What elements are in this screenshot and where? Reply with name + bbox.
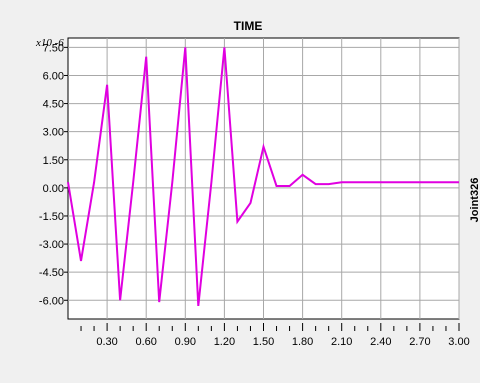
y-tick-label: -4.50 <box>39 267 64 279</box>
x-tick-label: 1.20 <box>214 336 235 348</box>
y-tick-label: -6.00 <box>39 295 64 307</box>
x-tick-label: 2.10 <box>331 336 352 348</box>
x-tick-label: 0.90 <box>175 336 196 348</box>
y-tick-label: 4.50 <box>43 99 64 111</box>
chart-title: TIME <box>234 19 263 33</box>
y-tick-label: 1.50 <box>43 155 64 167</box>
x-tick-label: 0.30 <box>96 336 117 348</box>
y-tick-label: -3.00 <box>39 239 64 251</box>
series-side-label: Joint326 <box>469 178 480 223</box>
y-tick-label: -1.50 <box>39 211 64 223</box>
x-tick-label: 3.00 <box>448 336 469 348</box>
x-tick-label: 1.80 <box>292 336 313 348</box>
y-exponent-label: x10 -6 <box>35 37 64 49</box>
x-tick-label: 2.70 <box>409 336 430 348</box>
x-axis-ticks: 0.30 0.60 0.90 1.20 1.50 1.80 2.10 2.40 2.70 3.00 <box>96 323 470 348</box>
y-tick-label: 7.50 <box>43 42 64 54</box>
y-tick-label: 0.00 <box>43 183 64 195</box>
x-tick-label: 0.60 <box>135 336 156 348</box>
y-tick-label: 3.00 <box>43 127 64 139</box>
x-tick-label: 2.40 <box>370 336 391 348</box>
x-tick-label: 1.50 <box>253 336 274 348</box>
y-axis-ticks: 7.50 6.00 4.50 3.00 1.50 0.00 -1.50 -3.00 -4.50 -… <box>39 42 68 307</box>
y-tick-label: 6.00 <box>43 70 64 82</box>
x-axis-minor-ticks <box>80 326 447 331</box>
grid-lines <box>68 38 460 319</box>
series-line <box>67 47 459 307</box>
